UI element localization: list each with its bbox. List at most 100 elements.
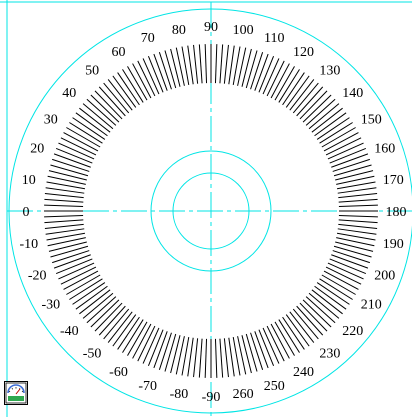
dial-label: 180 bbox=[386, 205, 407, 220]
dial-label: 200 bbox=[374, 268, 395, 283]
dial-label: -30 bbox=[41, 298, 60, 313]
tick-mark bbox=[237, 336, 247, 375]
tick-mark bbox=[250, 332, 264, 370]
tick-mark bbox=[285, 75, 310, 108]
tick-mark bbox=[63, 270, 99, 290]
dial-label: -60 bbox=[109, 365, 128, 380]
tick-mark bbox=[63, 132, 99, 152]
tick-mark bbox=[122, 69, 144, 103]
tick-mark bbox=[170, 48, 181, 87]
tick-mark bbox=[82, 103, 114, 130]
tick-mark bbox=[338, 219, 378, 224]
tick-mark bbox=[292, 308, 319, 340]
tick-mark bbox=[338, 204, 378, 208]
tick-mark bbox=[117, 72, 140, 106]
tick-mark bbox=[75, 112, 108, 137]
tick-mark bbox=[164, 333, 177, 372]
tick-mark bbox=[198, 338, 203, 378]
tick-mark bbox=[94, 90, 123, 120]
tick-mark bbox=[47, 237, 86, 247]
tick-mark bbox=[223, 44, 229, 84]
tick-mark bbox=[219, 338, 224, 378]
dial-label: 0 bbox=[23, 205, 30, 220]
tick-mark bbox=[325, 137, 362, 156]
tick-mark bbox=[266, 60, 285, 97]
tick-mark bbox=[46, 232, 86, 241]
dial-label: -10 bbox=[19, 237, 38, 252]
tick-mark bbox=[299, 90, 328, 120]
tick-mark bbox=[193, 44, 199, 84]
tick-mark bbox=[72, 282, 106, 305]
tick-mark bbox=[266, 325, 285, 362]
tick-mark bbox=[50, 164, 89, 177]
gauge-app-icon[interactable] bbox=[4, 381, 28, 405]
tick-mark bbox=[278, 69, 300, 103]
dial-label: -40 bbox=[60, 324, 79, 339]
tick-mark bbox=[299, 302, 328, 332]
tick-mark bbox=[58, 142, 95, 160]
dial-label: 130 bbox=[319, 63, 340, 78]
tick-mark bbox=[254, 331, 269, 369]
tick-mark bbox=[319, 122, 353, 144]
tick-mark bbox=[53, 254, 91, 269]
tick-mark bbox=[289, 311, 315, 343]
dial-label: -70 bbox=[138, 379, 157, 394]
tick-mark bbox=[47, 175, 86, 185]
tick-mark bbox=[270, 63, 290, 99]
tick-mark bbox=[181, 336, 190, 376]
tick-mark bbox=[254, 53, 269, 91]
dial-label: 70 bbox=[141, 31, 155, 46]
tick-mark bbox=[137, 60, 156, 97]
tick-mark bbox=[323, 132, 359, 152]
tick-mark bbox=[336, 175, 375, 185]
tick-mark bbox=[147, 329, 164, 367]
tick-mark bbox=[127, 321, 148, 356]
tick-mark bbox=[158, 332, 172, 370]
dial-label: -90 bbox=[202, 390, 221, 405]
tick-mark bbox=[158, 52, 172, 90]
tick-mark bbox=[331, 254, 369, 269]
dial-label: 150 bbox=[361, 113, 382, 128]
tick-mark bbox=[289, 79, 315, 111]
tick-mark bbox=[175, 336, 185, 375]
tick-mark bbox=[90, 94, 120, 123]
tick-mark bbox=[338, 223, 378, 229]
dial-label: 20 bbox=[30, 142, 44, 157]
tick-mark bbox=[245, 333, 258, 372]
tick-mark bbox=[44, 219, 84, 224]
tick-mark bbox=[53, 153, 91, 168]
tick-mark bbox=[296, 305, 324, 336]
tick-mark bbox=[337, 228, 377, 235]
tick-mark bbox=[72, 117, 106, 140]
tick-mark bbox=[44, 204, 84, 208]
tick-mark bbox=[316, 282, 350, 305]
tick-mark bbox=[223, 338, 229, 378]
tick-mark bbox=[278, 319, 300, 353]
tick-mark bbox=[214, 338, 218, 378]
tick-mark bbox=[314, 285, 347, 310]
tick-mark bbox=[308, 103, 340, 130]
tick-mark bbox=[82, 292, 114, 319]
tick-mark bbox=[142, 327, 160, 364]
tick-mark bbox=[323, 270, 359, 290]
tick-mark bbox=[55, 147, 93, 164]
tick-mark bbox=[325, 266, 362, 285]
tick-mark bbox=[321, 274, 356, 295]
tick-mark bbox=[335, 170, 374, 181]
tick-mark bbox=[107, 79, 133, 111]
dial-label: 160 bbox=[374, 142, 395, 157]
tick-mark bbox=[219, 44, 224, 84]
dial-label: 50 bbox=[85, 63, 99, 78]
tick-mark bbox=[302, 94, 332, 123]
tick-mark bbox=[336, 232, 376, 241]
tick-mark bbox=[86, 296, 117, 324]
tick-mark bbox=[302, 299, 332, 328]
dial-label: 100 bbox=[233, 23, 254, 38]
tick-mark bbox=[142, 58, 160, 95]
tick-mark bbox=[103, 82, 130, 114]
dial-label: 230 bbox=[319, 347, 340, 362]
tick-mark bbox=[112, 75, 137, 108]
tick-mark bbox=[232, 336, 241, 376]
tick-mark bbox=[311, 289, 343, 315]
tick-mark bbox=[333, 164, 372, 177]
